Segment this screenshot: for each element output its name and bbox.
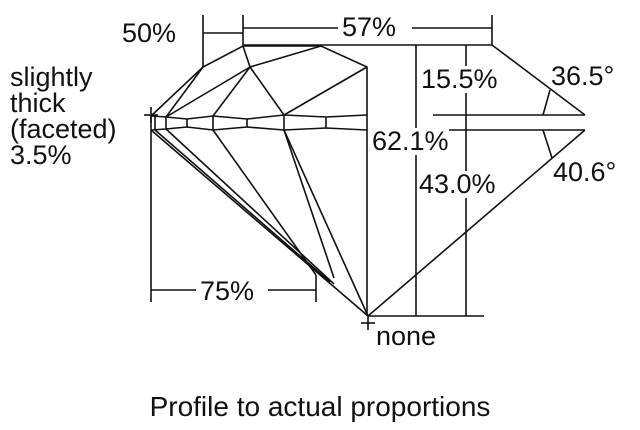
table-label: 57%	[342, 12, 397, 42]
crown-outline	[150, 45, 368, 316]
pavilion	[150, 128, 369, 317]
lower-half-label: 75%	[200, 276, 255, 306]
girdle-label: slightly thick (faceted) 3.5%	[10, 62, 117, 170]
pavilion-angle-label: 40.6°	[553, 157, 617, 187]
caption: Profile to actual proportions	[149, 391, 491, 422]
girdle-label-line: slightly	[10, 62, 93, 92]
crown-height-ratio-label: 50%	[122, 18, 177, 48]
girdle-label-line: thick	[10, 88, 66, 118]
girdle	[150, 114, 368, 131]
culet-label: none	[376, 321, 437, 351]
crown-height-label: 15.5%	[421, 64, 498, 94]
crown-angle-label: 36.5°	[551, 61, 615, 91]
girdle-label-line: (faceted)	[10, 114, 117, 144]
pavilion-depth-label: 43.0%	[419, 169, 496, 199]
total-depth-label: 62.1%	[372, 126, 449, 156]
girdle-label-line: 3.5%	[10, 140, 72, 170]
